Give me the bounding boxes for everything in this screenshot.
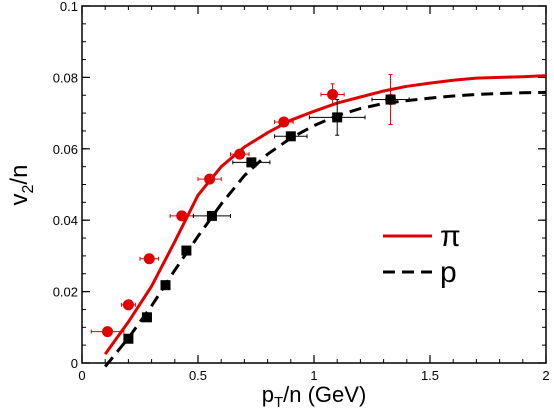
curve-pion — [103, 74, 547, 355]
y-tick-label: 0.08 — [53, 70, 78, 85]
pion-data-point — [143, 253, 155, 265]
y-axis-title: v2/n — [6, 165, 37, 206]
y-axis-title-sub: 2 — [20, 184, 37, 193]
y-tick-label: 0 — [71, 356, 78, 371]
legend: π p — [383, 220, 461, 289]
y-tick-label: 0.04 — [53, 213, 78, 228]
legend-label-p: p — [440, 256, 457, 289]
curve-proton — [104, 90, 547, 368]
x-tick-label: 2 — [542, 368, 549, 383]
theory-curves — [103, 74, 547, 368]
x-tick-label: 1.5 — [421, 368, 439, 383]
x-tick-label: 0.5 — [189, 368, 207, 383]
legend-label-pi: π — [440, 220, 461, 253]
x-axis-title-sub: T — [274, 394, 283, 411]
plot-area — [81, 5, 547, 364]
x-tick-label: 1 — [310, 368, 317, 383]
proton-data-point — [181, 245, 192, 256]
y-tick-label: 0.02 — [53, 285, 78, 300]
y-axis-title-rest: /n — [6, 165, 33, 185]
x-axis-title-main: p — [262, 382, 274, 407]
y-axis-title-main: v — [6, 193, 33, 205]
pion-data-point — [278, 116, 290, 128]
pion-data-point — [234, 148, 246, 160]
pion-data-point — [122, 299, 134, 311]
y-tick-label: 0.1 — [60, 0, 78, 14]
x-axis-title: pT/n (GeV) — [262, 382, 367, 411]
x-axis-title-rest: /n (GeV) — [283, 382, 366, 407]
proton-data-point — [246, 157, 257, 168]
proton-data-point — [332, 112, 343, 123]
proton-data-point — [385, 94, 396, 105]
pion-data-point — [204, 173, 216, 185]
proton-data-point — [160, 280, 171, 291]
proton-data-point — [285, 131, 296, 142]
axis-ticks: 0 0.5 1 1.5 2 0 0.02 0.04 0.06 0.08 0.1 — [53, 0, 550, 383]
pion-data-point — [176, 210, 188, 222]
data-points — [90, 74, 410, 344]
y-tick-label: 0.06 — [53, 142, 78, 157]
proton-data-point — [141, 312, 152, 323]
pion-data-point — [327, 89, 339, 101]
plot-frame — [81, 5, 547, 364]
proton-data-point — [123, 333, 134, 344]
pion-data-point — [102, 326, 114, 338]
proton-data-point — [206, 210, 217, 221]
x-tick-label: 0 — [78, 368, 85, 383]
